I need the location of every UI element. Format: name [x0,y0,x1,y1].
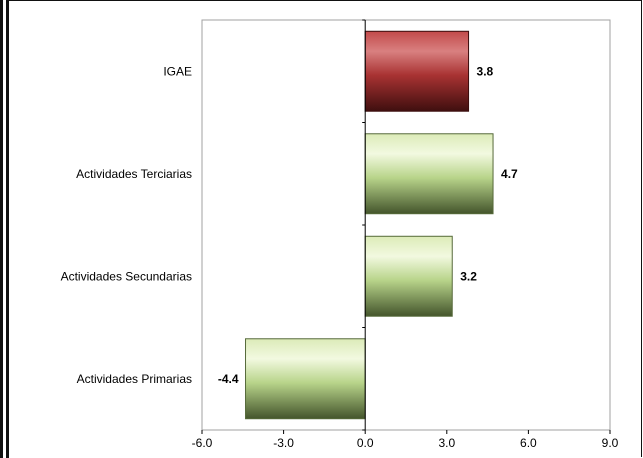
x-tick-label: 6.0 [520,436,537,450]
data-label-actividades-secundarias: 3.2 [460,269,477,283]
data-label-igae: 3.8 [477,64,494,78]
x-tick-label: 3.0 [438,436,455,450]
category-label-igae: IGAE [163,64,192,78]
x-tick-label: 0.0 [357,436,374,450]
x-tick-label: -6.0 [192,436,213,450]
data-label-actividades-primarias: -4.4 [218,372,239,386]
bar-actividades-primarias [245,338,366,420]
bar-actividades-terciarias [364,133,494,215]
bar-actividades-secundarias [364,235,453,317]
chart-frame [9,0,642,457]
bar-igae [364,30,470,112]
category-label-actividades-secundarias: Actividades Secundarias [61,269,192,283]
x-tick-label: -3.0 [273,436,294,450]
category-label-actividades-terciarias: Actividades Terciarias [76,167,192,181]
x-tick-label: 9.0 [602,436,619,450]
frame-edge-inner [6,0,9,458]
data-label-actividades-terciarias: 4.7 [501,167,518,181]
category-label-actividades-primarias: Actividades Primarias [77,372,192,386]
frame-edge-left [0,0,3,458]
